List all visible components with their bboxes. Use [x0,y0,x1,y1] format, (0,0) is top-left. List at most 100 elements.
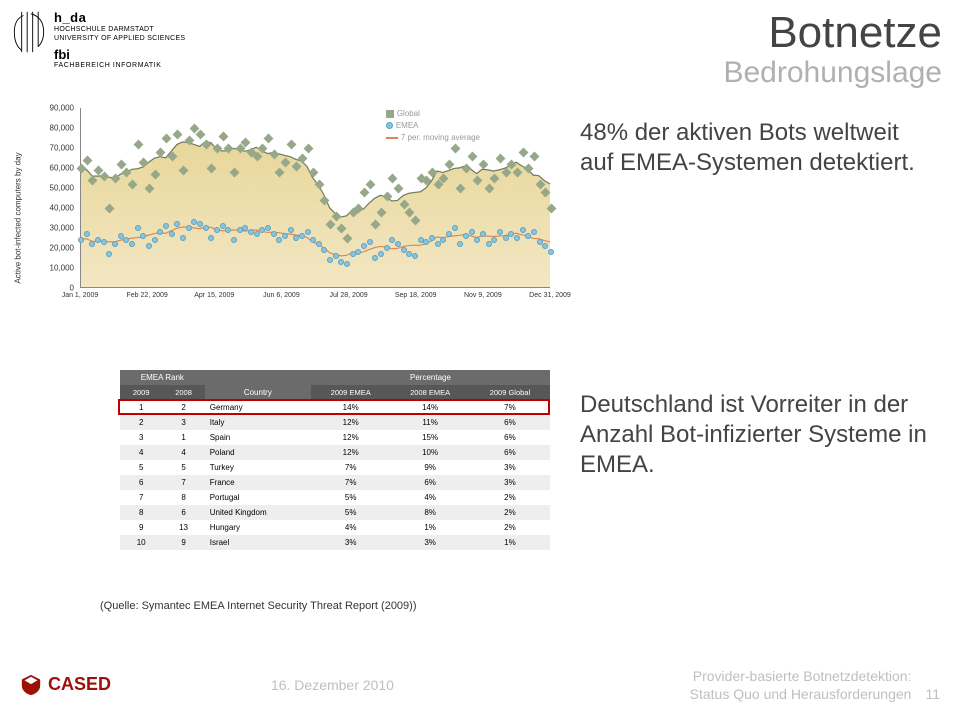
ytick-label: 10,000 [40,264,74,273]
cased-icon [20,674,42,696]
table-cell: 14% [390,400,469,415]
emea-marker [497,229,503,235]
table-cell: 3% [311,535,390,550]
table-cell: 6% [470,430,550,445]
th-2009: 2009 [120,385,162,400]
th-rank-group: EMEA Rank [120,370,205,385]
emea-marker [84,231,90,237]
table-row: 55Turkey7%9%3% [120,460,550,475]
table-cell: 12% [311,445,390,460]
ytick-label: 30,000 [40,224,74,233]
institution-header: h_da HOCHSCHULE DARMSTADT UNIVERSITY OF … [10,10,185,69]
emea-marker [78,237,84,243]
table-cell: 1 [162,430,204,445]
table-cell: Poland [205,445,311,460]
table-cell: Italy [205,415,311,430]
table-cell: 8 [162,490,204,505]
cased-text: CASED [48,674,111,695]
table-cell: 12% [311,430,390,445]
emea-marker [384,245,390,251]
table-cell: 5% [311,490,390,505]
legend-label-global: Global [397,109,420,118]
xtick-label: Jan 1, 2009 [62,292,99,299]
emea-marker [333,253,339,259]
callout-text-1: 48% der aktiven Bots weltweit auf EMEA-S… [580,118,930,178]
institution-short: h_da [54,10,185,25]
ranking-table-body: 12Germany14%14%7%23Italy12%11%6%31Spain1… [120,400,550,550]
footer-project-line1: Provider-basierte Botnetzdetektion: [690,667,912,685]
ytick-label: 40,000 [40,204,74,213]
ytick-label: 70,000 [40,144,74,153]
source-citation: (Quelle: Symantec EMEA Internet Security… [100,600,417,612]
emea-marker [186,225,192,231]
table-cell: 4% [390,490,469,505]
legend-label-emea: EMEA [396,121,419,130]
table-cell: 9 [120,520,162,535]
table-cell: Germany [205,400,311,415]
chart-yticks: 010,00020,00030,00040,00050,00060,00070,… [40,108,76,288]
emea-marker [520,227,526,233]
ytick-label: 60,000 [40,164,74,173]
emea-marker [101,239,107,245]
ytick-label: 90,000 [40,104,74,113]
table-cell: 6% [470,415,550,430]
emea-marker [146,243,152,249]
table-cell: 4 [120,445,162,460]
th-2008-emea: 2008 EMEA [390,385,469,400]
table-cell: 3% [470,460,550,475]
table-cell: 3% [390,535,469,550]
emea-marker [514,235,520,241]
emea-marker [452,225,458,231]
table-cell: 12% [311,415,390,430]
table-row: 913Hungary4%1%2% [120,520,550,535]
chart-ylabel: Active bot-infected computers by day [14,152,23,283]
xtick-label: Nov 9, 2009 [464,292,502,299]
table-cell: 10 [120,535,162,550]
emea-marker [271,231,277,237]
emea-marker [531,229,537,235]
table-cell: 7% [311,475,390,490]
emea-marker [367,239,373,245]
legend-swatch-ma [386,137,398,139]
legend-swatch-global [386,110,394,118]
emea-marker [112,241,118,247]
emea-marker [197,221,203,227]
xtick-label: Feb 22, 2009 [127,292,168,299]
th-pct-group: Percentage [311,370,550,385]
th-2009-global: 2009 Global [470,385,550,400]
table-cell: 7 [162,475,204,490]
emea-marker [299,233,305,239]
table-cell: 7% [470,400,550,415]
table-cell: 1% [390,520,469,535]
cased-logo: CASED [20,674,111,696]
emea-marker [305,229,311,235]
xtick-label: Jul 28, 2009 [329,292,367,299]
emea-marker [248,229,254,235]
chart-legend: Global EMEA 7 per. moving average [386,108,480,144]
table-cell: Turkey [205,460,311,475]
emea-marker [203,225,209,231]
table-cell: 6% [390,475,469,490]
institution-line1: HOCHSCHULE DARMSTADT [54,25,185,34]
xtick-label: Sep 18, 2009 [395,292,437,299]
table-cell: 6 [120,475,162,490]
emea-marker [214,227,220,233]
emea-marker [135,225,141,231]
table-cell: 6 [162,505,204,520]
table-cell: 7 [120,490,162,505]
slide-title-block: Botnetze Bedrohungslage [723,8,942,90]
table-cell: 1 [120,400,162,415]
table-cell: 2 [120,415,162,430]
emea-marker [231,237,237,243]
ranking-table-region: EMEA Rank Country Percentage 2009 2008 2… [120,370,550,550]
table-cell: 6% [470,445,550,460]
table-cell: 4 [162,445,204,460]
ranking-table: EMEA Rank Country Percentage 2009 2008 2… [120,370,550,550]
callout-text-2: Deutschland ist Vorreiter in der Anzahl … [580,390,930,480]
slide-title: Botnetze [723,8,942,58]
emea-marker [288,227,294,233]
emea-marker [316,241,322,247]
institution-line2: UNIVERSITY OF APPLIED SCIENCES [54,34,185,43]
table-cell: Israel [205,535,311,550]
table-cell: 8% [390,505,469,520]
